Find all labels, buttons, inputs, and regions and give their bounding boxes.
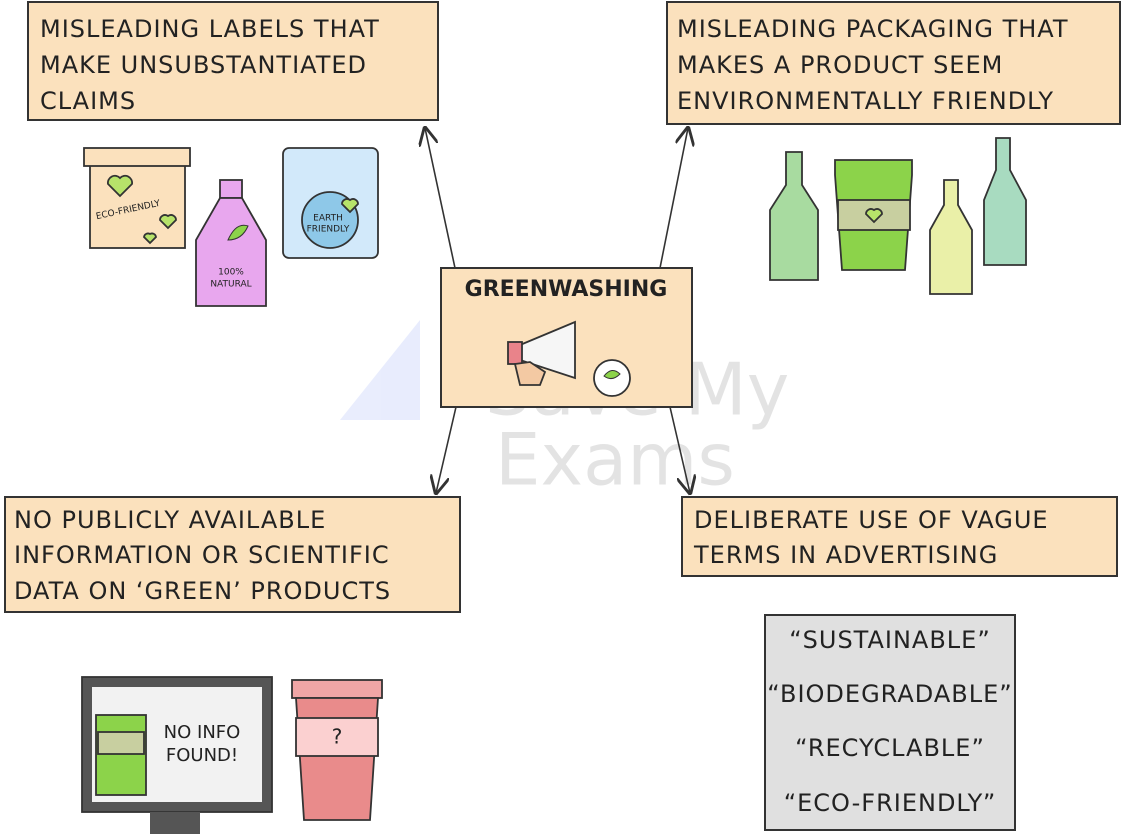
- box-text: NO PUBLICLY AVAILABLE: [14, 506, 326, 534]
- box-text: DATA ON ‘GREEN’ PRODUCTS: [14, 577, 391, 605]
- screen-text: FOUND!: [166, 745, 238, 766]
- box-text: MAKE UNSUBSTANTIATED: [40, 51, 367, 79]
- screen-text: NO INFO: [164, 722, 241, 743]
- box-text: MISLEADING PACKAGING THAT: [677, 15, 1069, 43]
- box-text: TERMS IN ADVERTISING: [693, 541, 998, 569]
- box-text: ENVIRONMENTALLY FRIENDLY: [677, 87, 1054, 115]
- term: “SUSTAINABLE”: [789, 626, 991, 654]
- diagram: Save My Exams MISLEADING LABELS THAT MAK…: [0, 0, 1123, 837]
- product-box: ECO-FRIENDLY: [84, 148, 190, 248]
- product-label: EARTH: [313, 214, 343, 224]
- arrow: [660, 128, 688, 268]
- box-text: DELIBERATE USE OF VAGUE: [694, 506, 1049, 534]
- arrow: [425, 128, 455, 268]
- pink-cup: ?: [292, 680, 382, 820]
- term: “BIODEGRADABLE”: [767, 680, 1012, 708]
- green-products: [770, 138, 1026, 294]
- pink-bottle: 100% NATURAL: [196, 180, 266, 306]
- blue-bag: EARTH FRIENDLY: [283, 148, 378, 258]
- watermark-text: Exams: [495, 418, 735, 502]
- term: “ECO-FRIENDLY”: [784, 789, 997, 817]
- cup-label: ?: [332, 725, 343, 749]
- arrow: [436, 407, 456, 493]
- center-title: GREENWASHING: [465, 277, 668, 302]
- monitor: NO INFO FOUND!: [82, 677, 272, 834]
- box-text: CLAIMS: [40, 87, 136, 115]
- product-label: 100%: [218, 268, 244, 278]
- term: “RECYCLABLE”: [795, 734, 985, 762]
- box-text: MISLEADING LABELS THAT: [40, 15, 380, 43]
- box-text: MAKES A PRODUCT SEEM: [677, 51, 1003, 79]
- box-text: INFORMATION OR SCIENTIFIC: [14, 541, 390, 569]
- product-label: NATURAL: [210, 280, 251, 290]
- product-label: FRIENDLY: [307, 225, 350, 235]
